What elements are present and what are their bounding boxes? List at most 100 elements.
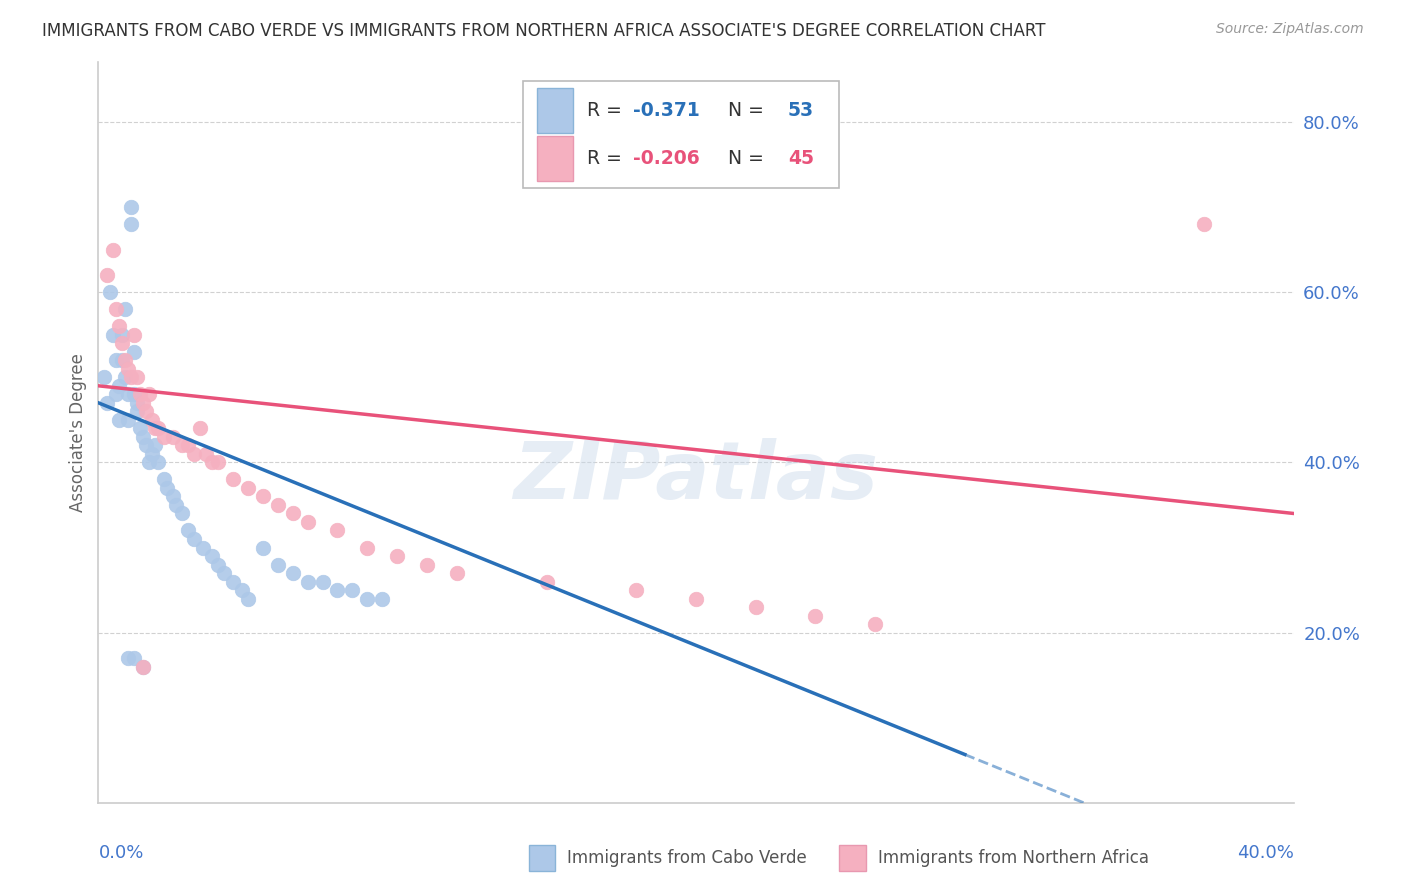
Point [804,608,827,623]
Point [165,498,187,512]
Point [1192,217,1215,231]
Point [105,353,128,368]
Point [148,455,170,469]
Point [297,515,319,529]
Point [222,574,245,589]
FancyBboxPatch shape [523,81,839,188]
Text: N =: N = [716,149,770,169]
Point [326,524,349,538]
Text: 0.0%: 0.0% [98,844,143,862]
Text: 53: 53 [787,101,814,120]
Point [311,574,333,589]
Point [865,617,887,632]
Point [177,438,200,452]
Point [127,404,149,418]
Point [207,455,229,469]
Point [536,574,558,589]
Point [183,532,205,546]
Text: -0.371: -0.371 [633,101,699,120]
Point [124,387,146,401]
Point [342,582,364,597]
Point [103,327,125,342]
Point [114,370,136,384]
Text: R =: R = [588,149,628,169]
Point [98,285,122,300]
Point [252,490,274,504]
Point [141,413,163,427]
Point [129,387,152,401]
Point [252,541,274,555]
Point [127,396,149,410]
Point [143,438,166,452]
Point [129,421,152,435]
Text: -0.206: -0.206 [633,149,699,169]
Point [124,344,146,359]
Point [446,566,468,580]
Point [135,438,157,452]
Bar [537,88,572,133]
Point [143,421,166,435]
Point [195,447,218,461]
Point [132,430,155,444]
Point [148,421,170,435]
Y-axis label: Associate's Degree: Associate's Degree [69,353,87,512]
Bar [839,846,866,871]
Point [117,413,139,427]
Point [281,566,304,580]
Point [103,243,125,257]
Point [201,455,224,469]
Text: 40.0%: 40.0% [1237,844,1294,862]
Point [114,353,136,368]
Point [108,319,131,334]
Point [138,387,160,401]
Point [132,396,155,410]
Point [111,336,134,351]
Point [297,574,319,589]
Point [385,549,409,563]
Point [231,582,253,597]
Point [108,379,131,393]
Point [267,498,290,512]
Point [356,541,378,555]
Point [685,591,707,606]
Text: 45: 45 [787,149,814,169]
Text: ZIPatlas: ZIPatlas [513,438,879,516]
Point [153,430,176,444]
Point [96,268,118,283]
Point [172,507,194,521]
Text: Immigrants from Northern Africa: Immigrants from Northern Africa [877,849,1149,867]
Point [162,490,184,504]
Point [236,591,259,606]
Point [177,524,200,538]
Point [356,591,378,606]
Point [222,472,245,486]
Point [201,549,224,563]
Point [326,582,349,597]
Point [93,370,115,384]
Text: Immigrants from Cabo Verde: Immigrants from Cabo Verde [567,849,807,867]
Bar [537,136,572,181]
Point [117,361,139,376]
Point [207,558,229,572]
Point [111,353,134,368]
Point [117,651,139,665]
Point [172,438,194,452]
Text: IMMIGRANTS FROM CABO VERDE VS IMMIGRANTS FROM NORTHERN AFRICA ASSOCIATE'S DEGREE: IMMIGRANTS FROM CABO VERDE VS IMMIGRANTS… [42,22,1046,40]
Text: R =: R = [588,101,628,120]
Point [111,327,134,342]
Text: Source: ZipAtlas.com: Source: ZipAtlas.com [1216,22,1364,37]
Point [124,327,146,342]
Point [132,659,155,673]
Point [191,541,214,555]
Point [120,200,142,214]
Point [124,651,146,665]
Point [96,396,118,410]
Point [138,455,160,469]
Text: N =: N = [716,101,770,120]
Bar [529,846,555,871]
Point [117,387,139,401]
Point [120,370,142,384]
Point [156,481,179,495]
Point [120,217,142,231]
Point [105,387,128,401]
